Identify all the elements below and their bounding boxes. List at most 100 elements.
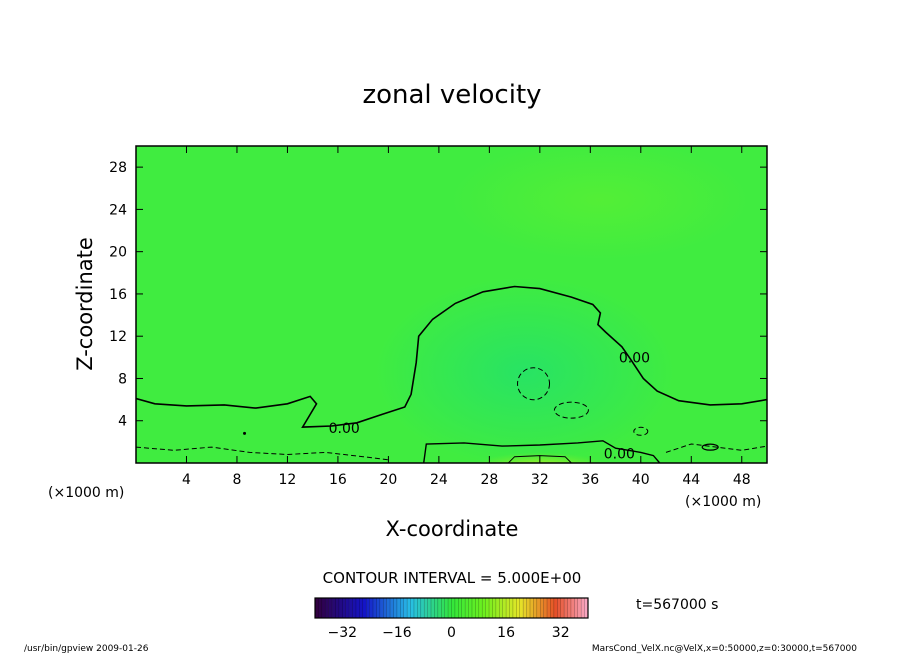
colorbar-cell [458, 598, 462, 618]
colorbar-cell [475, 598, 479, 618]
x-tick-label: 40 [632, 472, 650, 488]
contour-label: 0.00 [604, 446, 635, 462]
colorbar-tick-label: 32 [552, 625, 570, 641]
colorbar-cell [482, 598, 486, 618]
y-axis-label: Z-coordinate [73, 237, 97, 371]
colorbar-cell [489, 598, 493, 618]
negative-contour-surface [136, 446, 389, 461]
colorbar-cell [574, 598, 578, 618]
colorbar-cell [523, 598, 527, 618]
colorbar-cell [584, 598, 589, 618]
colorbar-cell [581, 598, 585, 618]
colorbar-cell [417, 598, 421, 618]
plot-frame [135, 145, 768, 464]
colorbar-cell [338, 598, 343, 618]
colorbar-cell [420, 598, 425, 618]
colorbar-cell [434, 598, 439, 618]
colorbar-cell [366, 598, 370, 618]
colorbar-cell [495, 598, 500, 618]
colorbar-cell [553, 598, 558, 618]
colorbar-cell [321, 598, 326, 618]
field-positive-jet [470, 446, 610, 463]
plot-area: 0.000.000.00 4 8 12 16 20 24 28 32 36 40 44 4848121… [109, 145, 768, 488]
y-tick-label: 28 [109, 160, 127, 176]
negative-contour [553, 401, 589, 419]
colorbar-cell [516, 598, 520, 618]
x-axis-label: X-coordinate [386, 517, 519, 541]
x-unit-left: (×1000 m) [48, 485, 124, 501]
colorbar-cell [400, 598, 404, 618]
colorbar-cell [461, 598, 466, 618]
colorbar-cell [478, 598, 483, 618]
colorbar-cell [451, 598, 456, 618]
time-label: t=567000 s [636, 597, 718, 613]
colorbar-cell [492, 598, 497, 618]
x-tick-label: 4 [182, 472, 191, 488]
colorbar-cell [359, 598, 363, 618]
colorbar-frame [314, 597, 589, 619]
colorbar-cell [396, 598, 401, 618]
colorbar-cell [383, 598, 387, 618]
footer-left: /usr/bin/gpview 2009-01-26 [24, 644, 149, 654]
x-tick-label: 24 [430, 472, 448, 488]
colorbar-cell [543, 598, 548, 618]
colorbar-cell [355, 598, 360, 618]
colorbar-cell [373, 598, 377, 618]
x-tick-label: 36 [581, 472, 599, 488]
field-negative-bubble [375, 277, 675, 463]
colorbar-cell [570, 598, 575, 618]
colorbar-cell [332, 598, 336, 618]
colorbar-cell [454, 598, 459, 618]
colorbar-cell [345, 598, 350, 618]
colorbar-cell [512, 598, 517, 618]
colorbar-cell [349, 598, 353, 618]
colorbar-cell [567, 598, 572, 618]
colorbar-cell [424, 598, 428, 618]
x-tick-label: 32 [531, 472, 549, 488]
zero-contour-line [136, 285, 767, 428]
colorbar-cell [441, 598, 445, 618]
colorbar-cell [379, 598, 384, 618]
colorbar-cell [328, 598, 333, 618]
colorbar-cell [547, 598, 551, 618]
colorbar-cell [506, 598, 510, 618]
colorbar-cell [526, 598, 531, 618]
chart-title: zonal velocity [362, 80, 541, 110]
y-tick-label: 12 [109, 329, 127, 345]
y-tick-label: 24 [109, 202, 127, 218]
contour-label: 0.00 [619, 350, 650, 366]
x-tick-label: 8 [232, 472, 241, 488]
colorbar-cell [577, 598, 582, 618]
colorbar-cell [369, 598, 374, 618]
colorbar-cell [560, 598, 565, 618]
x-tick-label: 28 [480, 472, 498, 488]
negative-contour-surface [665, 443, 767, 453]
colorbar-tick-label: −16 [382, 625, 412, 641]
colorbar-cell [437, 598, 442, 618]
colorbar-cell [386, 598, 391, 618]
x-tick-label: 12 [279, 472, 297, 488]
colorbar-cell [390, 598, 394, 618]
contour-interval: CONTOUR INTERVAL = 5.000E+00 [323, 569, 582, 587]
colorbar-cell [352, 598, 357, 618]
footer-right: MarsCond_VelX.nc@VelX,x=0:50000,z=0:3000… [592, 644, 857, 654]
colorbar-cell [485, 598, 490, 618]
colorbar-cell [519, 598, 524, 618]
colorbar-cell [465, 598, 469, 618]
colorbar-cell [342, 598, 346, 618]
colorbar-cell [362, 598, 367, 618]
colorbar-cell [325, 598, 329, 618]
positive-contour-line [423, 440, 661, 463]
negative-contour [633, 426, 649, 436]
colorbar-cell [471, 598, 476, 618]
y-tick-label: 4 [118, 414, 127, 430]
colorbar-cell [509, 598, 514, 618]
positive-contour-line-inner [507, 455, 572, 463]
x-tick-label: 48 [733, 472, 751, 488]
colorbar-cell [557, 598, 561, 618]
colorbar-tick-label: −32 [328, 625, 358, 641]
field-upper-shade [450, 146, 750, 260]
colorbar-cell [410, 598, 415, 618]
